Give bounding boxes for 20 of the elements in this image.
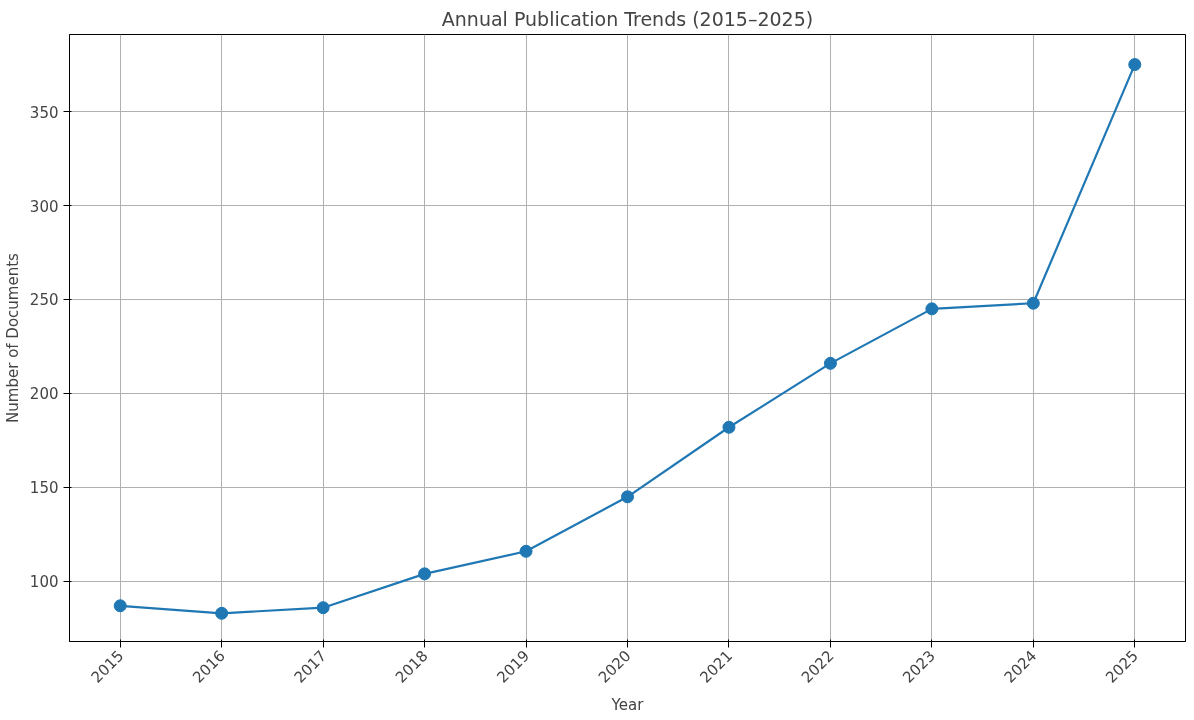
point (1128, 58, 1142, 72)
y-tick-label: 200 (29, 385, 59, 404)
point (113, 599, 127, 613)
y-tick-label: 250 (29, 291, 59, 310)
point (823, 356, 837, 370)
point (621, 490, 634, 504)
y-tick-label: 350 (29, 103, 59, 122)
point (316, 601, 330, 615)
point (418, 567, 432, 581)
point (519, 544, 533, 558)
x-axis-title: Year (610, 695, 645, 714)
y-tick-label: 150 (29, 479, 59, 498)
point (215, 606, 229, 620)
y-tick-label: 300 (29, 197, 59, 216)
point (722, 420, 736, 434)
point (1026, 296, 1040, 310)
chart-title: Annual Publication Trends (2015–2025) (441, 7, 814, 30)
y-axis-title: Number of Documents (3, 252, 22, 423)
point (925, 302, 939, 316)
y-tick-label: 100 (29, 573, 59, 592)
